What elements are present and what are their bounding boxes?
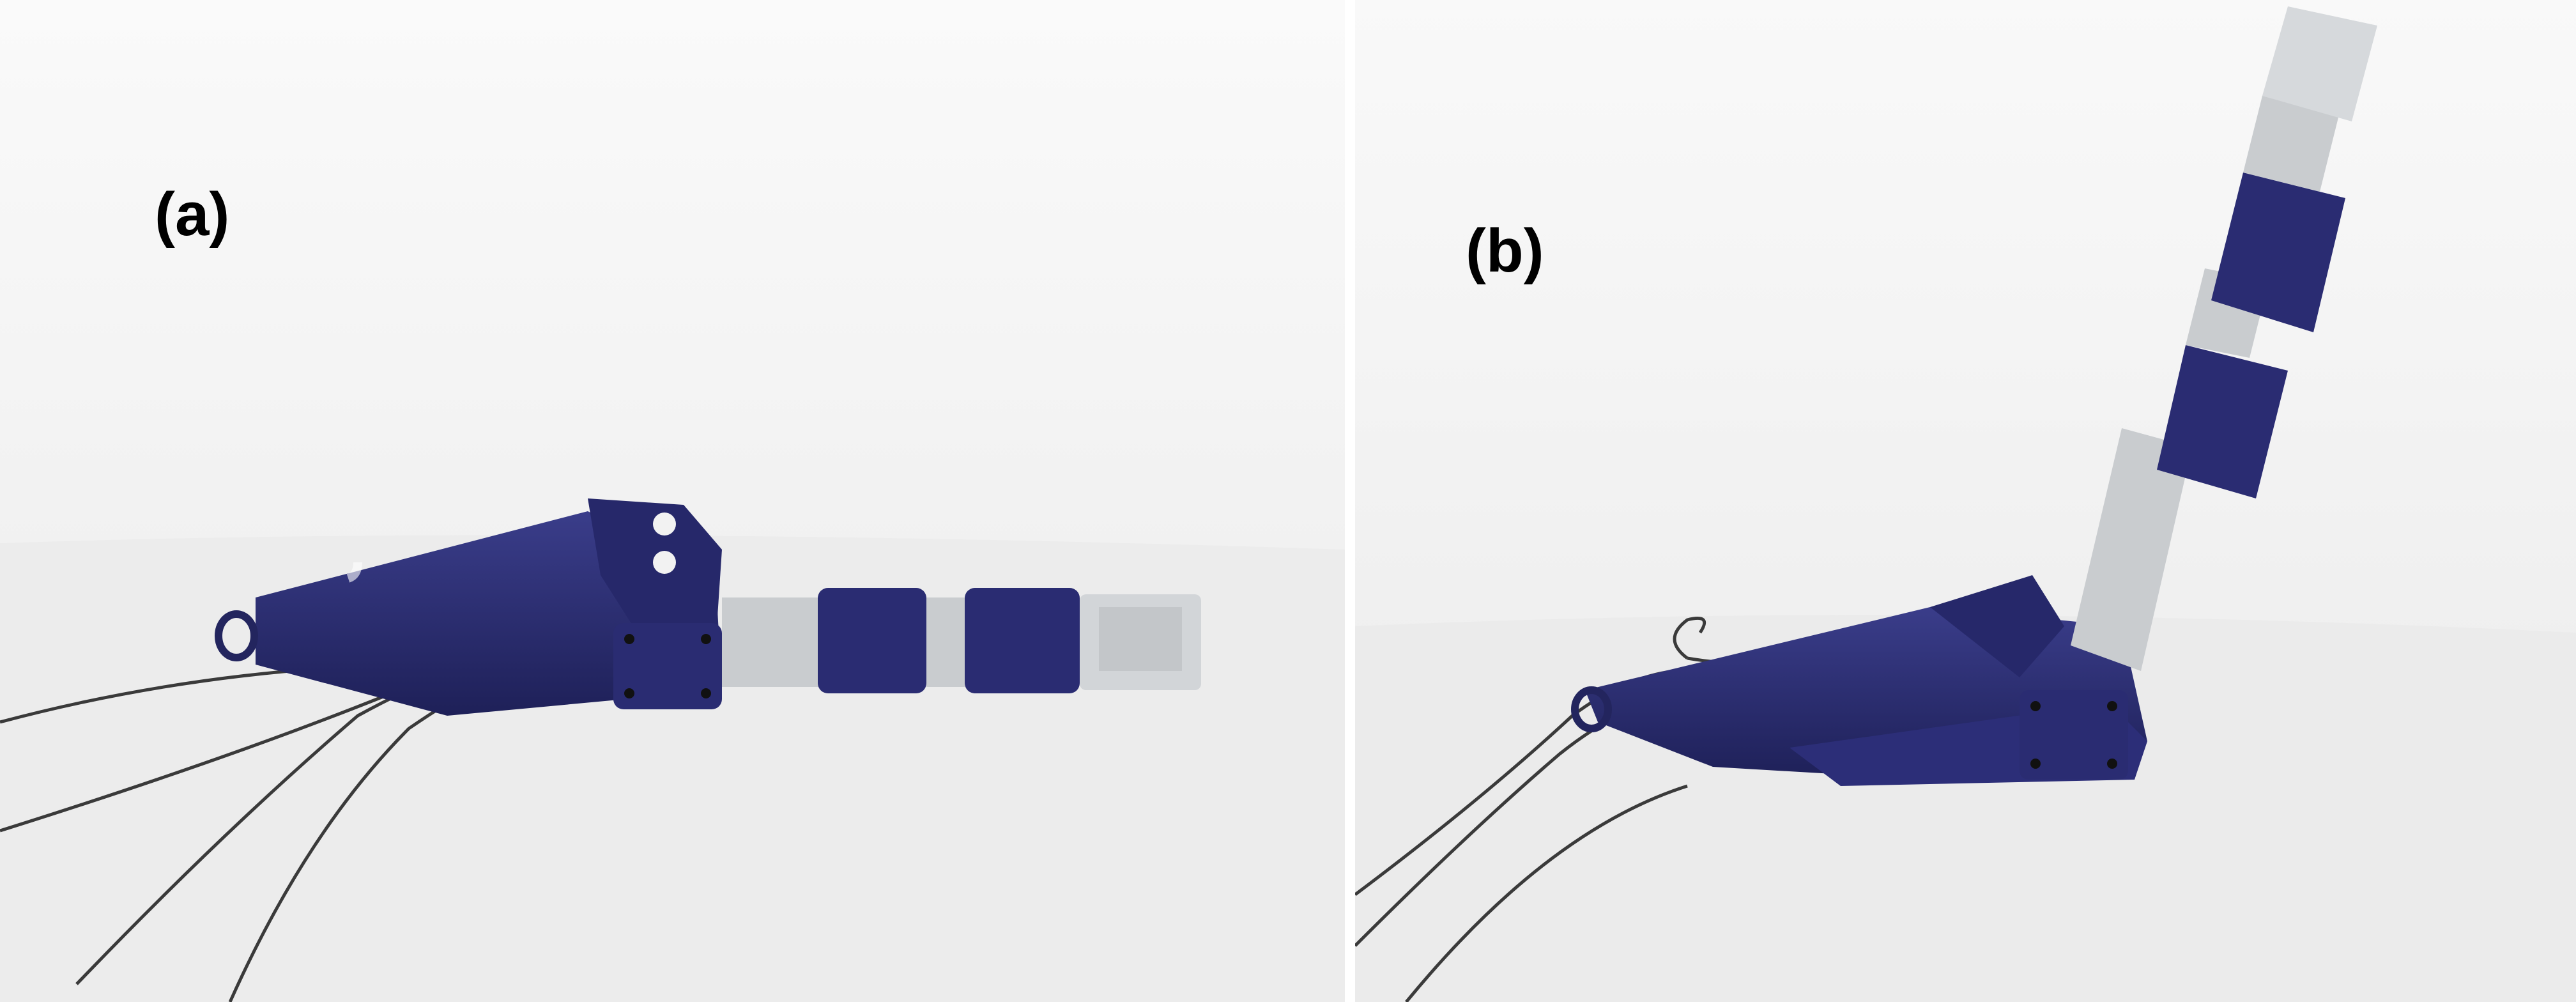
- knuckle-block: [2020, 690, 2128, 780]
- panel-label-a: (a): [155, 180, 230, 249]
- finger-flexed: [2071, 6, 2377, 671]
- panel-a-photo: [0, 0, 1345, 1002]
- panel-label-b: (b): [1466, 217, 1544, 285]
- panel-a: (a): [0, 0, 1345, 1002]
- finger-extended: [722, 588, 1201, 693]
- panel-b: (b): [1355, 0, 2576, 1002]
- knuckle-block: [613, 623, 722, 709]
- panel-b-photo: [1355, 0, 2576, 1002]
- hand-palm: [215, 498, 722, 716]
